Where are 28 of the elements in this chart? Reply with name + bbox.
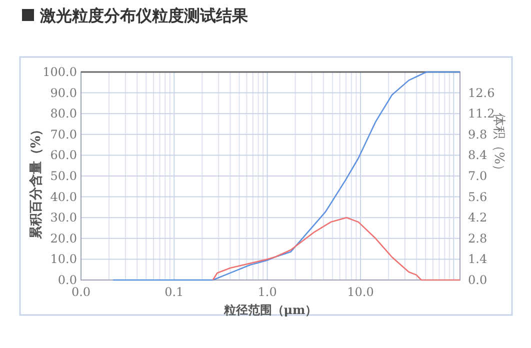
y-tick-label: 40.0 bbox=[50, 190, 77, 204]
y2-tick-label: 12.6 bbox=[468, 86, 495, 100]
y2-tick-label: 11.2 bbox=[468, 106, 495, 121]
y-tick-label: 60.0 bbox=[50, 148, 77, 162]
chart-title: 激光粒度分布仪粒度测试结果 bbox=[39, 6, 249, 25]
y-tick-label: 100.0 bbox=[42, 65, 77, 79]
y-tick-label: 70.0 bbox=[50, 127, 77, 142]
y-tick-label: 0.0 bbox=[58, 273, 77, 287]
y2-tick-label: 7.0 bbox=[468, 169, 488, 183]
y2-tick-label: 4.2 bbox=[468, 210, 488, 225]
y2-tick-label: 1.4 bbox=[468, 252, 488, 266]
y-tick-label: 10.0 bbox=[50, 252, 77, 266]
y-tick-label: 90.0 bbox=[50, 86, 77, 100]
x-tick-label: 0.0 bbox=[71, 285, 91, 299]
y2-tick-label: 9.8 bbox=[468, 127, 488, 142]
x-axis-title: 粒径范围（μm） bbox=[222, 303, 318, 317]
y2-tick-label: 8.4 bbox=[468, 148, 488, 162]
y2-tick-label: 2.8 bbox=[468, 231, 488, 246]
y-tick-label: 50.0 bbox=[50, 169, 77, 183]
x-tick-label: 1.0 bbox=[258, 285, 277, 299]
y-tick-label: 20.0 bbox=[50, 231, 77, 246]
y-tick-label: 80.0 bbox=[50, 106, 77, 121]
y-tick-label: 30.0 bbox=[50, 210, 77, 225]
x-tick-label: 0.1 bbox=[164, 285, 184, 299]
y-axis-title: 累积百分含量（%） bbox=[28, 122, 44, 240]
x-tick-label: 10.0 bbox=[347, 285, 374, 299]
y2-tick-label: 5.6 bbox=[468, 190, 488, 204]
y2-tick-label: 0.0 bbox=[468, 273, 488, 287]
